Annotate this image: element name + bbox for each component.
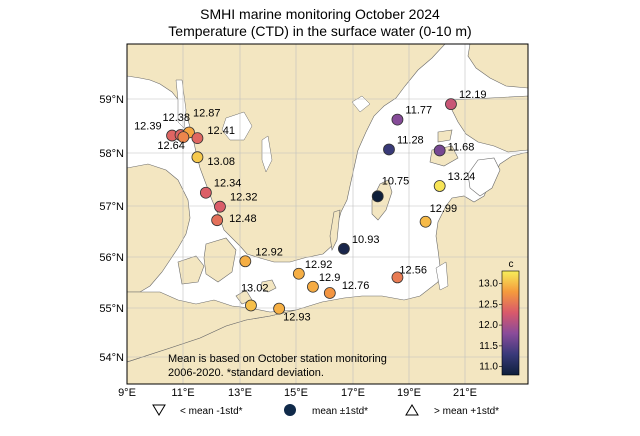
map-title: SMHI marine monitoring October 2024 — [200, 6, 440, 22]
lon-tick: 13°E — [228, 387, 252, 399]
colorbar-tick-label: 11.5 — [479, 341, 498, 352]
legend-within-label: mean ±1std* — [312, 406, 368, 417]
station-value-label: 12.34 — [214, 178, 242, 190]
marker-legend: < mean -1std* mean ±1std* > mean +1std* — [152, 404, 499, 417]
station-value-label: 12.56 — [399, 264, 427, 276]
lat-tick: 54°N — [99, 352, 124, 364]
station-value-label: 12.92 — [305, 259, 333, 271]
map-subtitle: Temperature (CTD) in the surface water (… — [168, 23, 472, 39]
station-value-label: 12.9 — [319, 272, 340, 284]
lon-tick: 21°E — [453, 387, 477, 399]
station-value-label: 12.38 — [163, 112, 191, 124]
station-marker — [445, 98, 457, 111]
station-value-label: 12.92 — [255, 246, 283, 258]
station-marker — [383, 143, 395, 156]
station-value-label: 12.76 — [342, 280, 370, 292]
station-value-label: 12.93 — [283, 312, 311, 324]
station-marker — [419, 215, 432, 228]
colorbar-tick-label: 13.0 — [479, 278, 499, 289]
station-marker — [433, 180, 446, 192]
lon-tick: 11°E — [171, 387, 194, 399]
station-value-label: 13.02 — [241, 282, 269, 294]
station-value-label: 12.87 — [193, 107, 221, 119]
lon-tick: 17°E — [341, 387, 365, 399]
lat-tick-labels: 59°N 58°N 57°N 56°N 55°N 54°N — [99, 94, 124, 364]
station-marker — [307, 280, 319, 293]
filled-circle-icon — [284, 404, 296, 416]
station-marker — [371, 190, 384, 203]
station-value-label: 11.28 — [397, 134, 424, 146]
station-value-label: 10.75 — [382, 175, 410, 187]
lon-tick: 15°E — [284, 387, 308, 399]
station-value-label: 12.48 — [229, 213, 257, 225]
colorbar-tick-label: 12.0 — [479, 320, 499, 331]
station-value-label: 12.19 — [459, 89, 487, 101]
colorbar-ticks: 13.0 12.5 12.0 11.5 11.0 — [479, 278, 502, 373]
station-value-label: 12.41 — [207, 125, 235, 137]
station-marker — [191, 132, 204, 145]
colorbar-gradient — [501, 270, 520, 376]
triangle-up-icon — [405, 404, 419, 416]
station-marker — [292, 267, 305, 280]
colorbar: c 13.0 12.5 12.0 11.5 11.0 — [479, 259, 520, 376]
station-marker — [214, 200, 226, 213]
station-value-label: 11.77 — [405, 105, 432, 117]
lat-tick: 57°N — [99, 201, 124, 213]
station-marker — [177, 131, 190, 144]
station-marker — [199, 186, 212, 199]
station-value-label: 13.24 — [448, 171, 476, 183]
lat-tick: 59°N — [99, 94, 124, 106]
colorbar-tick-label: 11.0 — [479, 362, 498, 373]
station-marker — [211, 214, 224, 227]
station-marker — [391, 271, 404, 284]
lon-tick: 19°E — [397, 387, 421, 399]
station-marker — [391, 113, 404, 126]
lat-tick: 55°N — [99, 303, 124, 315]
station-value-label: 12.39 — [134, 121, 162, 133]
footnote: Mean is based on October station monitor… — [168, 353, 387, 379]
colorbar-label: c — [509, 259, 514, 270]
station-marker — [338, 242, 350, 255]
colorbar-tick-label: 12.5 — [479, 299, 499, 310]
station-value-label: 13.08 — [207, 156, 235, 168]
station-value-label: 12.32 — [230, 192, 258, 204]
lon-tick-labels: 9°E 11°E 13°E 15°E 17°E 19°E 21°E — [118, 387, 477, 399]
lat-tick: 56°N — [99, 252, 124, 264]
triangle-down-icon — [152, 404, 166, 416]
legend-below-label: < mean -1std* — [180, 406, 243, 417]
station-marker — [191, 151, 204, 164]
map-frame — [126, 43, 529, 385]
station-marker — [323, 287, 336, 299]
station-value-label: 10.93 — [352, 234, 380, 246]
station-value-label: 12.99 — [430, 203, 458, 215]
station-value-label: 11.68 — [448, 142, 475, 154]
footnote-line-2: 2006-2020. *standard deviation. — [168, 367, 324, 379]
lat-tick: 58°N — [99, 148, 124, 160]
footnote-line-1: Mean is based on October station monitor… — [168, 353, 387, 365]
station-marker — [433, 144, 446, 157]
station-value-label: 12.64 — [157, 140, 185, 152]
legend-above-label: > mean +1std* — [434, 406, 499, 417]
station-marker — [245, 299, 257, 312]
station-marker — [239, 255, 252, 268]
station-marker — [273, 302, 286, 315]
lon-tick: 9°E — [118, 387, 136, 399]
